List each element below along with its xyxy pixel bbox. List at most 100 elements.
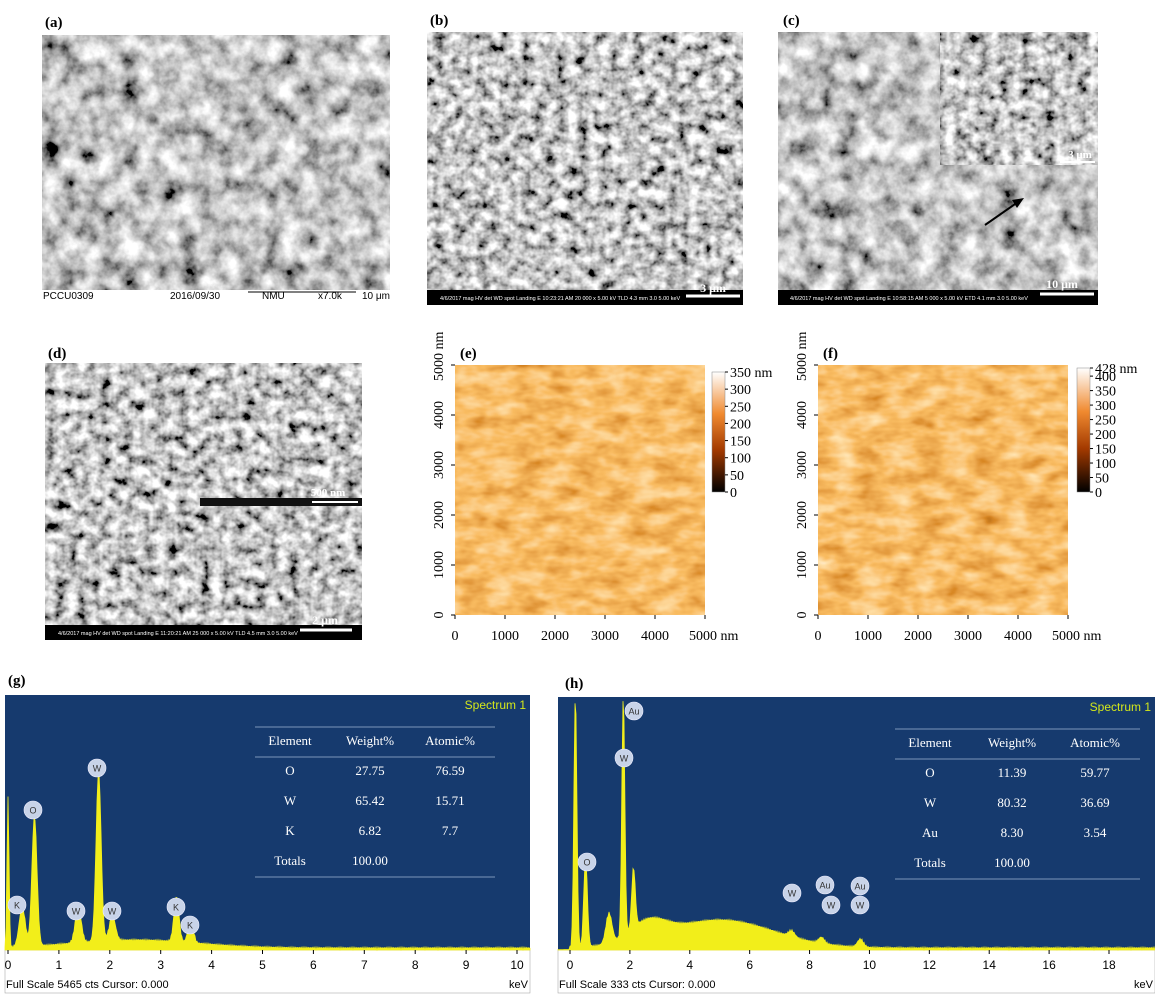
panel-label: (d) bbox=[48, 346, 66, 362]
colorbar-label: 150 bbox=[730, 435, 751, 450]
panel-label: (a) bbox=[45, 15, 63, 31]
table-header: Weight% bbox=[346, 733, 394, 748]
x-tick-label: 10 bbox=[510, 958, 524, 972]
colorbar bbox=[1077, 368, 1090, 492]
inset-scale-label: 3 μm bbox=[1068, 149, 1092, 161]
x-tick-label: 12 bbox=[923, 958, 937, 972]
table-cell: 15.71 bbox=[435, 793, 464, 808]
peak-label: W bbox=[93, 764, 102, 774]
peak-label: W bbox=[72, 907, 81, 917]
x-tick-label: 5 bbox=[259, 958, 266, 972]
table-cell: 65.42 bbox=[355, 793, 384, 808]
table-cell: W bbox=[924, 795, 937, 810]
table-header: Atomic% bbox=[1070, 735, 1120, 750]
table-header: Atomic% bbox=[425, 733, 475, 748]
table-header: Weight% bbox=[988, 735, 1036, 750]
table-header: Element bbox=[908, 735, 952, 750]
sem-image bbox=[427, 32, 743, 290]
colorbar-label: 300 bbox=[730, 383, 751, 398]
x-tick-label: 1000 bbox=[491, 629, 519, 644]
colorbar-label: 300 bbox=[1095, 399, 1116, 414]
x-tick-label: 6 bbox=[746, 958, 753, 972]
scale-label: 10 μm bbox=[1046, 277, 1078, 291]
table-cell: W bbox=[284, 793, 297, 808]
colorbar-label: 200 bbox=[1095, 428, 1116, 443]
footer-text: x7.0k bbox=[318, 291, 343, 302]
x-unit: keV bbox=[509, 979, 529, 991]
colorbar-label: 350 bbox=[1095, 385, 1116, 400]
colorbar-label: 0 bbox=[1095, 486, 1102, 501]
y-tick-label: 4000 bbox=[432, 401, 447, 429]
table-cell: 59.77 bbox=[1080, 765, 1110, 780]
panel-label: (b) bbox=[430, 13, 448, 29]
table-cell: 36.69 bbox=[1080, 795, 1109, 810]
x-tick-label: 5000 nm bbox=[689, 629, 739, 644]
panel-label: (e) bbox=[460, 346, 477, 362]
info-text: 4/6/2017 mag HV det WD spot Landing E 10… bbox=[440, 296, 681, 302]
page: (a) PCCU0309 2016/09/30 NMU x7.0k 10 μm … bbox=[0, 0, 1155, 994]
colorbar-label: 50 bbox=[730, 469, 744, 484]
peak-label: Au bbox=[819, 881, 830, 891]
x-tick-label: 2000 bbox=[904, 629, 932, 644]
y-tick-label: 4000 bbox=[795, 401, 810, 429]
x-tick-label: 1 bbox=[56, 958, 63, 972]
peak-label: K bbox=[187, 921, 193, 931]
table-cell: Totals bbox=[914, 855, 946, 870]
colorbar-label: 428 nm bbox=[1095, 362, 1138, 377]
peak-label: W bbox=[827, 901, 836, 911]
info-text: 4/6/2017 mag HV det WD spot Landing E 11… bbox=[58, 631, 298, 637]
spectrum-title: Spectrum 1 bbox=[465, 698, 527, 712]
panel-label: (f) bbox=[823, 346, 838, 362]
y-tick-label: 2000 bbox=[795, 501, 810, 529]
footer-text: 2016/09/30 bbox=[170, 291, 220, 302]
table-cell: 7.7 bbox=[442, 823, 459, 838]
table-cell: O bbox=[285, 763, 294, 778]
colorbar-label: 100 bbox=[1095, 457, 1116, 472]
x-tick-label: 2000 bbox=[541, 629, 569, 644]
table-cell: O bbox=[925, 765, 934, 780]
spectrum-title: Spectrum 1 bbox=[1090, 700, 1152, 714]
footer-text: Full Scale 333 cts Cursor: 0.000 bbox=[559, 979, 716, 991]
table-cell: 27.75 bbox=[355, 763, 384, 778]
scale-label: 2 μm bbox=[312, 613, 338, 627]
peak-label: W bbox=[856, 901, 865, 911]
y-tick-label: 5000 nm bbox=[432, 332, 447, 382]
x-unit: keV bbox=[1134, 979, 1154, 991]
panel-label: (c) bbox=[783, 13, 800, 29]
colorbar-label: 200 bbox=[730, 417, 751, 432]
colorbar-label: 100 bbox=[730, 452, 751, 467]
x-tick-label: 8 bbox=[806, 958, 813, 972]
y-tick-label: 0 bbox=[795, 612, 810, 619]
x-tick-label: 16 bbox=[1042, 958, 1056, 972]
y-tick-label: 1000 bbox=[795, 551, 810, 579]
table-cell: Totals bbox=[274, 853, 306, 868]
y-tick-label: 3000 bbox=[795, 451, 810, 479]
colorbar-label: 350 nm bbox=[730, 366, 773, 381]
x-tick-label: 18 bbox=[1102, 958, 1116, 972]
colorbar-label: 150 bbox=[1095, 443, 1116, 458]
afm-image bbox=[455, 365, 705, 615]
table-cell: Au bbox=[922, 825, 938, 840]
y-tick-label: 3000 bbox=[432, 451, 447, 479]
colorbar-label: 0 bbox=[730, 486, 737, 501]
inset-scale-label: 500 nm bbox=[311, 487, 346, 499]
x-tick-label: 0 bbox=[5, 958, 12, 972]
x-tick-label: 4000 bbox=[641, 629, 669, 644]
y-tick-label: 2000 bbox=[432, 501, 447, 529]
table-cell: 3.54 bbox=[1084, 825, 1107, 840]
x-tick-label: 6 bbox=[310, 958, 317, 972]
footer-text: PCCU0309 bbox=[43, 291, 94, 302]
x-tick-label: 2 bbox=[627, 958, 634, 972]
table-cell: 8.30 bbox=[1001, 825, 1024, 840]
colorbar-label: 250 bbox=[1095, 414, 1116, 429]
x-tick-label: 0 bbox=[567, 958, 574, 972]
info-text: 4/6/2017 mag HV det WD spot Landing E 10… bbox=[790, 296, 1028, 302]
table-cell: 6.82 bbox=[359, 823, 382, 838]
footer-text: 10 μm bbox=[362, 291, 390, 302]
inset-image bbox=[940, 32, 1098, 165]
table-cell: 100.00 bbox=[352, 853, 388, 868]
table-cell: 80.32 bbox=[997, 795, 1026, 810]
peak-label: W bbox=[788, 889, 797, 899]
x-tick-label: 4 bbox=[686, 958, 693, 972]
x-tick-label: 9 bbox=[463, 958, 470, 972]
